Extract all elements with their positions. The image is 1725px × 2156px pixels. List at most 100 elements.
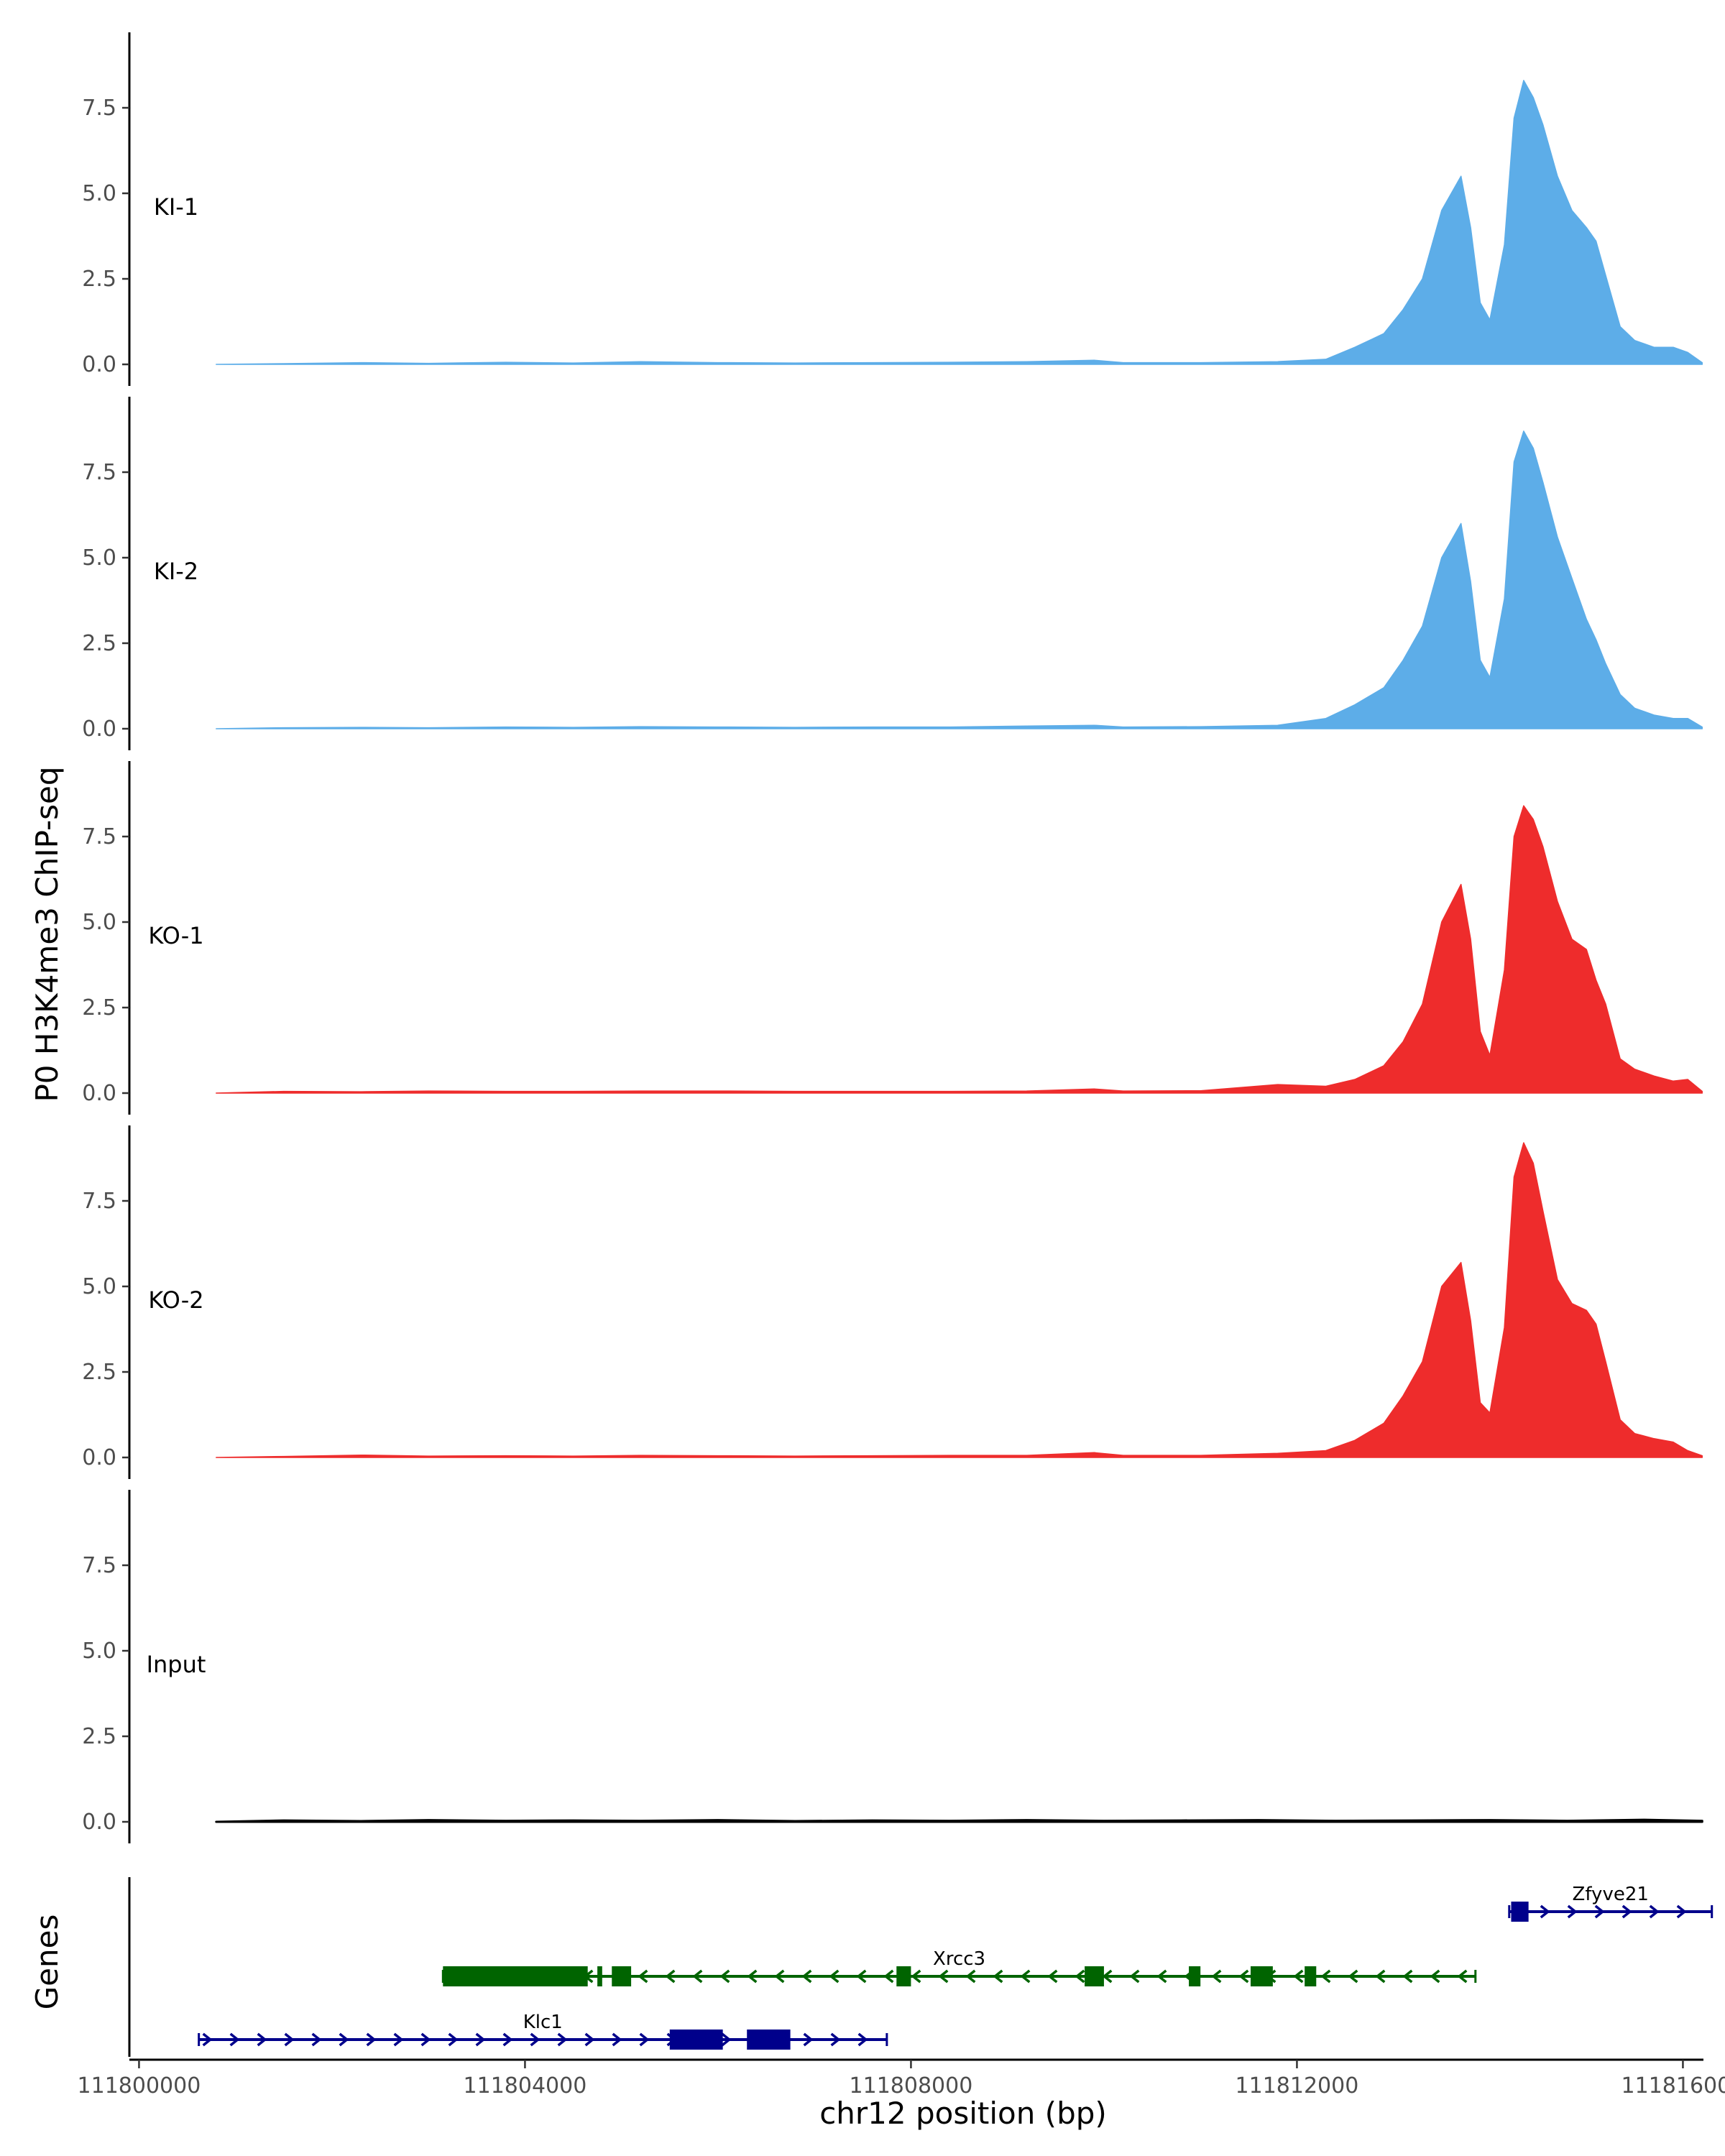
y-tick-label: 2.5 xyxy=(82,1724,116,1749)
strand-chevron xyxy=(801,1969,812,1984)
strand-chevron xyxy=(257,2032,267,2047)
track-label-KI-1: KI-1 xyxy=(154,193,198,221)
strand-chevron xyxy=(857,2032,868,2047)
genes-axis-title: Genes xyxy=(29,1915,65,2010)
y-tick-label: 0.0 xyxy=(82,1445,116,1470)
coverage-area-KO-2 xyxy=(216,1142,1703,1458)
track-panel-KO-2: 0.0 2.5 5.0 7.5 KO-2 xyxy=(82,1125,1703,1479)
strand-chevron xyxy=(1540,1904,1550,1919)
coverage-area-KI-2 xyxy=(216,430,1703,729)
strand-chevron xyxy=(692,1969,703,1984)
strand-chevron xyxy=(1375,1969,1386,1984)
strand-chevron xyxy=(938,1969,949,1984)
y-tick-label: 5.0 xyxy=(82,910,116,935)
y-axis-title: P0 H3K4me3 ChIP-seq xyxy=(29,766,65,1102)
y-tick-label: 7.5 xyxy=(82,1553,116,1578)
strand-chevron xyxy=(1211,1969,1222,1984)
y-tick-label: 2.5 xyxy=(82,995,116,1021)
strand-chevron xyxy=(1293,1969,1304,1984)
exon-block xyxy=(747,2030,791,2050)
coverage-area-Input xyxy=(215,1818,1703,1823)
track-panel-KI-1: 0.0 2.5 5.0 7.5 KI-1 xyxy=(82,32,1703,386)
strand-chevron xyxy=(311,2032,322,2047)
x-tick-label: 111816000 xyxy=(1622,2073,1725,2099)
x-tick-label: 111800000 xyxy=(78,2073,201,2099)
y-tick-label: 0.0 xyxy=(82,1810,116,1835)
exon-block xyxy=(1189,1966,1201,1986)
track-label-Input: Input xyxy=(147,1651,206,1678)
strand-chevron xyxy=(1457,1969,1468,1984)
track-label-KO-2: KO-2 xyxy=(148,1286,203,1314)
strand-chevron xyxy=(557,2032,568,2047)
strand-chevron xyxy=(721,2032,732,2047)
strand-chevron xyxy=(965,1969,976,1984)
exon-block xyxy=(612,1966,632,1986)
strand-chevron xyxy=(1567,1904,1578,1919)
strand-chevron xyxy=(639,2032,650,2047)
strand-chevron xyxy=(1075,1969,1085,1984)
y-tick-label: 2.5 xyxy=(82,267,116,292)
strand-chevron xyxy=(1594,1904,1605,1919)
coverage-area-KO-1 xyxy=(216,805,1703,1094)
y-tick-label: 7.5 xyxy=(82,824,116,849)
strand-chevron xyxy=(1156,1969,1167,1984)
y-tick-label: 0.0 xyxy=(82,717,116,742)
y-tick-label: 5.0 xyxy=(82,181,116,206)
strand-chevron xyxy=(448,2032,459,2047)
strand-chevron xyxy=(993,1969,1003,1984)
strand-chevron xyxy=(1320,1969,1331,1984)
y-tick-label: 5.0 xyxy=(82,1274,116,1299)
strand-chevron xyxy=(475,2032,486,2047)
y-tick-label: 0.0 xyxy=(82,352,116,377)
y-tick-label: 7.5 xyxy=(82,96,116,121)
gene-label-Xrcc3: Xrcc3 xyxy=(933,1948,985,1970)
strand-chevron xyxy=(393,2032,404,2047)
gene-label-Klc1: Klc1 xyxy=(523,2012,563,2033)
exon-block xyxy=(1305,1966,1317,1986)
exon-block xyxy=(896,1966,911,1986)
x-tick-label: 111808000 xyxy=(850,2073,973,2099)
strand-chevron xyxy=(774,1969,785,1984)
x-axis: 111800000 111804000 111808000 111812000 1118… xyxy=(78,2058,1725,2099)
strand-chevron xyxy=(638,1969,648,1984)
y-tick-label: 2.5 xyxy=(82,1360,116,1385)
gene-label-Zfyve21: Zfyve21 xyxy=(1573,1884,1649,1905)
strand-chevron xyxy=(719,1969,730,1984)
strand-chevron xyxy=(830,2032,841,2047)
strand-chevron xyxy=(1129,1969,1140,1984)
gene-Zfyve21: Zfyve21 xyxy=(1508,1884,1714,1922)
strand-chevron xyxy=(1430,1969,1440,1984)
strand-chevron xyxy=(420,2032,431,2047)
strand-chevron xyxy=(665,1969,676,1984)
exon-block xyxy=(1250,1966,1273,1986)
strand-chevron xyxy=(883,1969,894,1984)
strand-chevron xyxy=(1622,1904,1632,1919)
strand-chevron xyxy=(747,1969,758,1984)
strand-chevron xyxy=(584,2032,595,2047)
strand-chevron xyxy=(856,1969,867,1984)
gene-Klc1: Klc1 xyxy=(198,2012,888,2050)
strand-chevron xyxy=(803,2032,814,2047)
track-panel-KI-2: 0.0 2.5 5.0 7.5 KI-2 xyxy=(82,397,1703,750)
exon-block xyxy=(1085,1966,1104,1986)
strand-chevron xyxy=(1047,1969,1058,1984)
gene-track: Zfyve21 Xrcc3 Klc1 xyxy=(128,1877,1714,2057)
exon-block xyxy=(443,1966,588,1986)
y-tick-label: 5.0 xyxy=(82,1639,116,1664)
coverage-area-KI-1 xyxy=(216,80,1703,365)
exon-block xyxy=(1511,1902,1529,1922)
strand-chevron xyxy=(202,2032,213,2047)
track-panel-KO-1: 0.0 2.5 5.0 7.5 KO-1 xyxy=(82,761,1703,1115)
x-tick-label: 111812000 xyxy=(1236,2073,1359,2099)
strand-chevron xyxy=(911,1969,921,1984)
strand-chevron xyxy=(612,2032,622,2047)
y-tick-label: 2.5 xyxy=(82,631,116,656)
y-tick-label: 5.0 xyxy=(82,545,116,571)
strand-chevron xyxy=(1102,1969,1113,1984)
strand-chevron xyxy=(1402,1969,1413,1984)
strand-chevron xyxy=(284,2032,295,2047)
y-tick-label: 0.0 xyxy=(82,1081,116,1106)
track-label-KO-1: KO-1 xyxy=(148,922,203,949)
strand-chevron xyxy=(1348,1969,1358,1984)
